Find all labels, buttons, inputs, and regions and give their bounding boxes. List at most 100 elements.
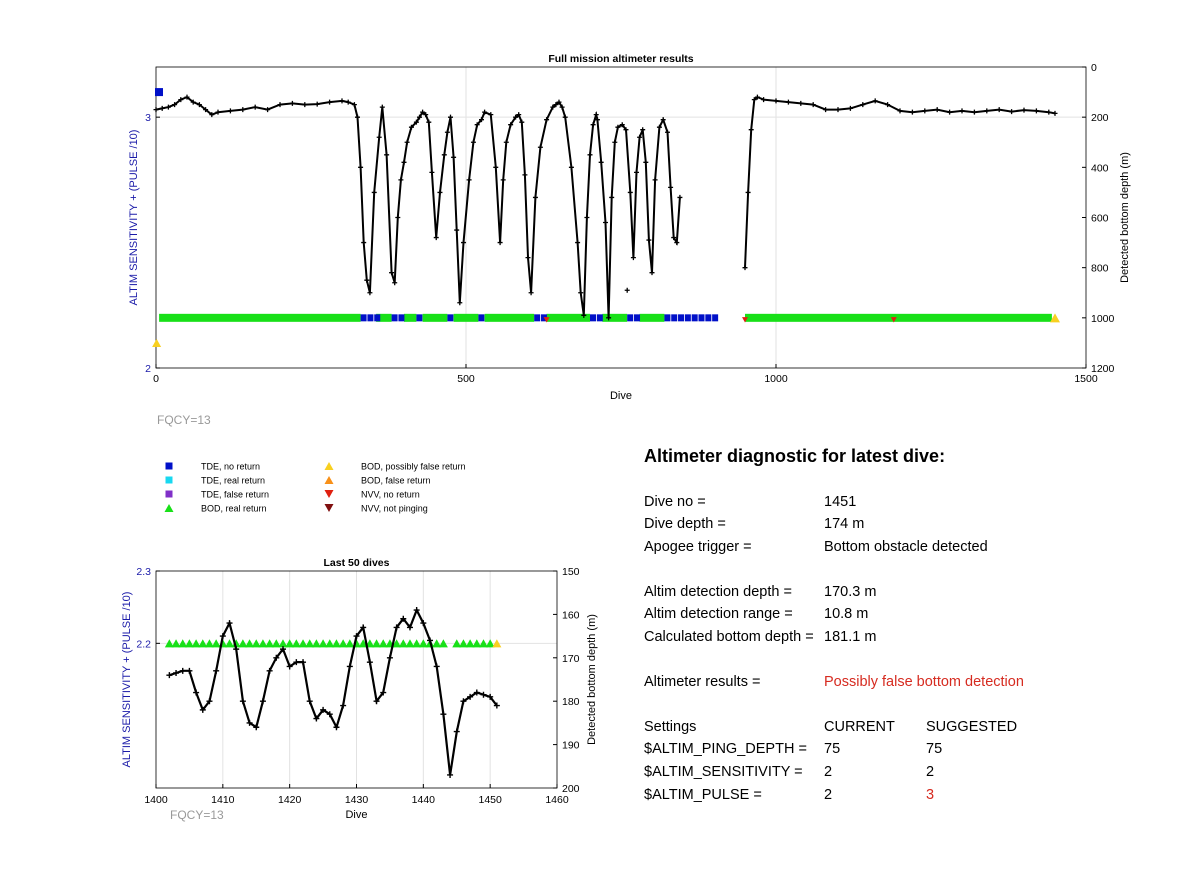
full-mission-chart: Full mission altimeter results 0 500 1000 15… bbox=[128, 53, 1131, 427]
depth-series-a-point-52 bbox=[457, 300, 463, 306]
x-tick-label-5: 1450 bbox=[478, 794, 502, 806]
pulse-current: 2 bbox=[824, 787, 833, 803]
bod-real-mark-24 bbox=[325, 639, 335, 648]
y-tick-label-0: 2 bbox=[145, 363, 151, 375]
depth-series-a-point-58 bbox=[482, 109, 488, 115]
y2-tick-label-0: 150 bbox=[562, 566, 580, 578]
depth-series-a-point-107 bbox=[665, 129, 670, 135]
legend-marker-4 bbox=[324, 461, 334, 471]
depth-point-31 bbox=[373, 698, 380, 705]
depth-point-41 bbox=[440, 711, 447, 718]
x-tick-label-0: 1400 bbox=[144, 794, 168, 806]
x-tick-label-6: 1460 bbox=[545, 794, 569, 806]
depth-point-12 bbox=[246, 719, 253, 726]
depth-series-b-point-2 bbox=[748, 127, 754, 133]
depth-series-a-point-32 bbox=[389, 270, 395, 276]
depth-series-a-point-45 bbox=[433, 235, 439, 241]
bod-real-mark-16 bbox=[271, 639, 281, 648]
depth-series-b-point-5 bbox=[761, 97, 767, 103]
depth-point-42 bbox=[447, 771, 454, 778]
depth-point-46 bbox=[473, 689, 480, 696]
depth-series-a-point-61 bbox=[497, 240, 503, 246]
x-tick-label-1: 500 bbox=[457, 373, 475, 385]
depth-series-a-point-53 bbox=[461, 240, 467, 246]
legend-label-1: TDE, real return bbox=[201, 476, 265, 486]
legend-label-7: NVV, not pinging bbox=[361, 504, 428, 514]
depth-point-34 bbox=[393, 624, 400, 631]
depth-series-a-point-38 bbox=[408, 124, 414, 130]
depth-series-a-point-94 bbox=[619, 122, 625, 128]
depth-point-11 bbox=[239, 698, 246, 705]
bod-real-mark-15 bbox=[265, 639, 275, 648]
depth-series-a-point-80 bbox=[575, 240, 581, 246]
depth-series-a-point-104 bbox=[652, 177, 658, 183]
depth-point-24 bbox=[326, 711, 333, 718]
depth-point-13 bbox=[253, 724, 260, 731]
tde-no-return-mark-7-771 bbox=[634, 314, 641, 322]
bod-real-mark-12 bbox=[245, 639, 255, 648]
depth-series-a-point-72 bbox=[537, 144, 543, 150]
depth-series-a-point-36 bbox=[401, 159, 407, 165]
depth-series-a-point-25 bbox=[361, 240, 367, 246]
tde-no-return-mark-8-864 bbox=[691, 314, 698, 322]
y2-tick-label-4: 800 bbox=[1091, 263, 1109, 275]
depth-series-b-point-9 bbox=[810, 102, 816, 108]
bod-real-mark-22 bbox=[311, 639, 321, 648]
ping-depth-label: $ALTIM_PING_DEPTH = bbox=[644, 741, 807, 757]
nvv-no-return-mark-0 bbox=[543, 317, 550, 323]
bod-real-mark-37 bbox=[412, 639, 422, 648]
depth-series-a-point-7 bbox=[196, 102, 202, 108]
depth-point-1 bbox=[173, 669, 180, 676]
depth-series-a-point-3 bbox=[172, 102, 178, 108]
depth-series-b-point-17 bbox=[909, 109, 915, 115]
calc-depth-value: 181.1 m bbox=[824, 629, 877, 645]
dive-depth-value: 174 m bbox=[824, 516, 865, 532]
depth-point-22 bbox=[313, 715, 320, 722]
y-tick-label-1: 3 bbox=[145, 112, 151, 124]
bod-real-mark-42 bbox=[452, 639, 462, 648]
depth-series-a-point-33 bbox=[392, 280, 398, 286]
legend-marker-5 bbox=[324, 475, 334, 485]
depth-series-a-line bbox=[155, 95, 681, 318]
depth-series-a-point-4 bbox=[178, 97, 184, 103]
pulse-suggested: 3 bbox=[926, 787, 935, 803]
bod-real-mark-2 bbox=[178, 639, 188, 648]
depth-series-b-point-19 bbox=[934, 107, 940, 113]
depth-series-b-point-29 bbox=[1052, 110, 1058, 116]
depth-point-7 bbox=[213, 667, 220, 674]
bod-real-mark-40 bbox=[432, 639, 442, 648]
x-tick-label-0: 0 bbox=[153, 373, 159, 385]
depth-series-b-point-27 bbox=[1033, 108, 1039, 114]
depth-series-a-point-99 bbox=[637, 134, 643, 140]
y-axis-label: ALTIM SENSITIVITY + (PULSE /10) bbox=[121, 592, 133, 768]
depth-series-a-point-103 bbox=[649, 270, 655, 276]
legend-label-2: TDE, false return bbox=[201, 490, 269, 500]
bod-real-mark-26 bbox=[338, 639, 348, 648]
bod-real-band-2 bbox=[404, 313, 417, 322]
legend-label-3: BOD, real return bbox=[201, 504, 267, 514]
depth-series-b-point-13 bbox=[860, 102, 866, 108]
y2-tick-label-2: 170 bbox=[562, 653, 580, 665]
depth-series-a-point-26 bbox=[364, 277, 370, 283]
tde-no-return-mark-0-330 bbox=[360, 314, 367, 322]
depth-series-a-point-51 bbox=[454, 227, 460, 233]
bod-real-band-7 bbox=[602, 313, 628, 322]
x-axis-label: Dive bbox=[610, 390, 632, 402]
bod-real-mark-25 bbox=[331, 639, 341, 648]
depth-series-a-point-22 bbox=[351, 102, 357, 108]
depth-series-b-point-28 bbox=[1046, 109, 1052, 115]
legend-label-6: NVV, no return bbox=[361, 490, 420, 500]
dive-depth-label: Dive depth = bbox=[644, 516, 726, 532]
tde-no-return-mark-3-470 bbox=[447, 314, 454, 322]
bod-real-band-1 bbox=[376, 313, 392, 322]
depth-series-b-point-10 bbox=[823, 107, 829, 113]
depth-point-29 bbox=[360, 624, 367, 631]
tde-no-return-mark-4-520 bbox=[478, 314, 485, 322]
bod-possibly-false-mark-first bbox=[152, 338, 162, 347]
depth-point-18 bbox=[286, 663, 293, 670]
bod-real-mark-3 bbox=[184, 639, 194, 648]
bod-real-mark-44 bbox=[465, 639, 475, 648]
chart-title: Last 50 dives bbox=[324, 557, 390, 569]
depth-series-b-point-25 bbox=[1009, 109, 1015, 115]
